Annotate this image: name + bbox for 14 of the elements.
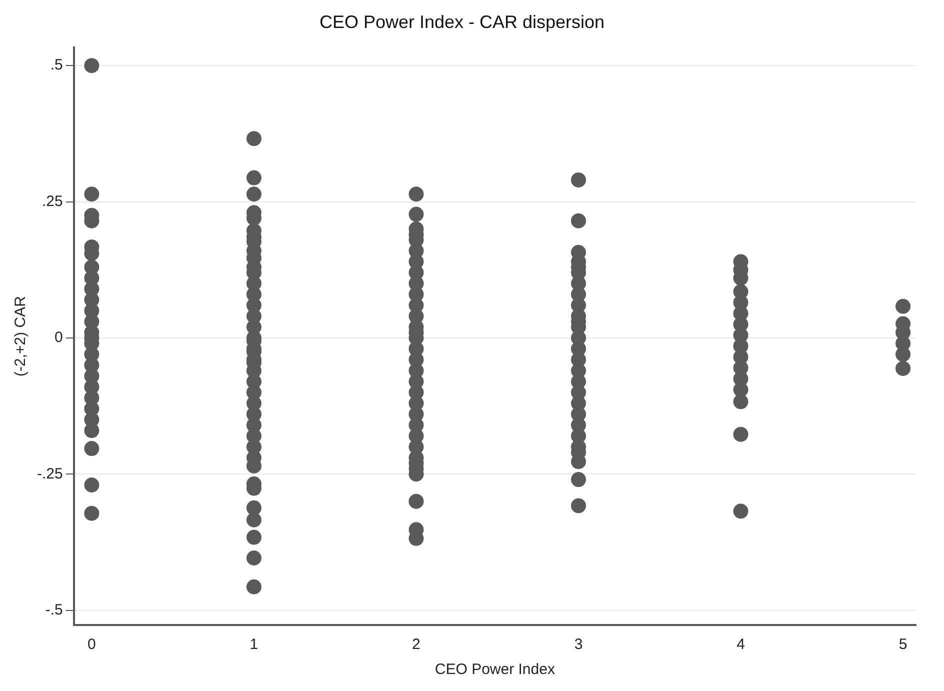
x-tick-label: 3	[574, 636, 583, 654]
chart-title: CEO Power Index - CAR dispersion	[319, 12, 605, 32]
y-tick-label: -.25	[36, 465, 63, 482]
y-tick-label: -.5	[45, 601, 63, 618]
x-tick-label: 4	[736, 636, 745, 654]
x-axis-title: CEO Power Index	[434, 661, 556, 678]
y-tick-label: .25	[42, 192, 63, 210]
y-tick-label: 0	[54, 329, 63, 346]
y-axis-title: (-2,+2) CAR	[12, 296, 30, 377]
x-tick-label: 2	[412, 636, 420, 654]
x-tick-label: 0	[88, 636, 96, 654]
x-tick-label: 5	[898, 636, 908, 654]
x-tick-label: 1	[250, 636, 258, 654]
y-tick-label: .5	[50, 56, 63, 74]
